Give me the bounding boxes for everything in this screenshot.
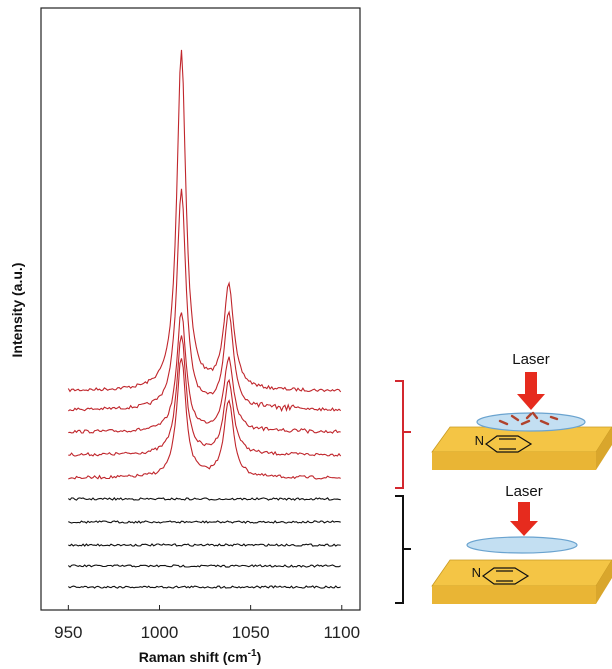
red-bracket — [395, 380, 411, 489]
laser-arrow-bottom — [510, 502, 538, 536]
red-spectrum-line — [68, 188, 342, 413]
plot-frame — [40, 7, 361, 611]
glass-disk-top — [476, 412, 586, 432]
particles-top — [498, 411, 559, 426]
pyridine-ring-top — [484, 435, 533, 453]
x-tick-label: 1100 — [323, 623, 360, 642]
black-bracket — [395, 495, 411, 604]
black-spectrum-line — [67, 564, 341, 568]
substrate-side-face — [596, 427, 612, 470]
x-axis-title: Raman shift (cm-1) — [139, 648, 262, 665]
nitrogen-label-bottom: N — [472, 565, 481, 580]
laser-arrow-top — [517, 372, 545, 410]
red-spectrum-line — [68, 335, 342, 457]
nitrogen-label-top: N — [475, 433, 484, 448]
red-spectrum-line — [68, 358, 341, 480]
laser-label-top: Laser — [512, 351, 550, 368]
spectra-group — [67, 49, 342, 589]
y-axis-title: Intensity (a.u.) — [9, 263, 25, 358]
x-tick-label: 1000 — [141, 623, 179, 642]
schematic-bottom: Laser N — [431, 483, 612, 604]
substrate-front-face-bottom — [432, 586, 596, 604]
black-spectrum-line — [68, 520, 341, 524]
substrate-side-face-bottom — [596, 560, 612, 604]
pyridine-ring-bottom — [481, 567, 530, 585]
x-tick-label: 1050 — [232, 623, 270, 642]
laser-label-bottom: Laser — [505, 483, 543, 500]
black-spectrum-line — [68, 543, 341, 547]
black-spectrum-line — [67, 497, 341, 501]
schematic-top: Laser N — [431, 351, 612, 470]
red-spectrum-line — [68, 312, 341, 435]
x-axis-ticks: 950 1000 1050 1100 — [54, 605, 360, 642]
x-tick-label: 950 — [54, 623, 82, 642]
glass-disk-bottom — [466, 536, 578, 554]
black-spectrum-line — [68, 585, 341, 589]
red-spectrum-line — [67, 49, 342, 393]
substrate-front-face — [432, 452, 596, 470]
